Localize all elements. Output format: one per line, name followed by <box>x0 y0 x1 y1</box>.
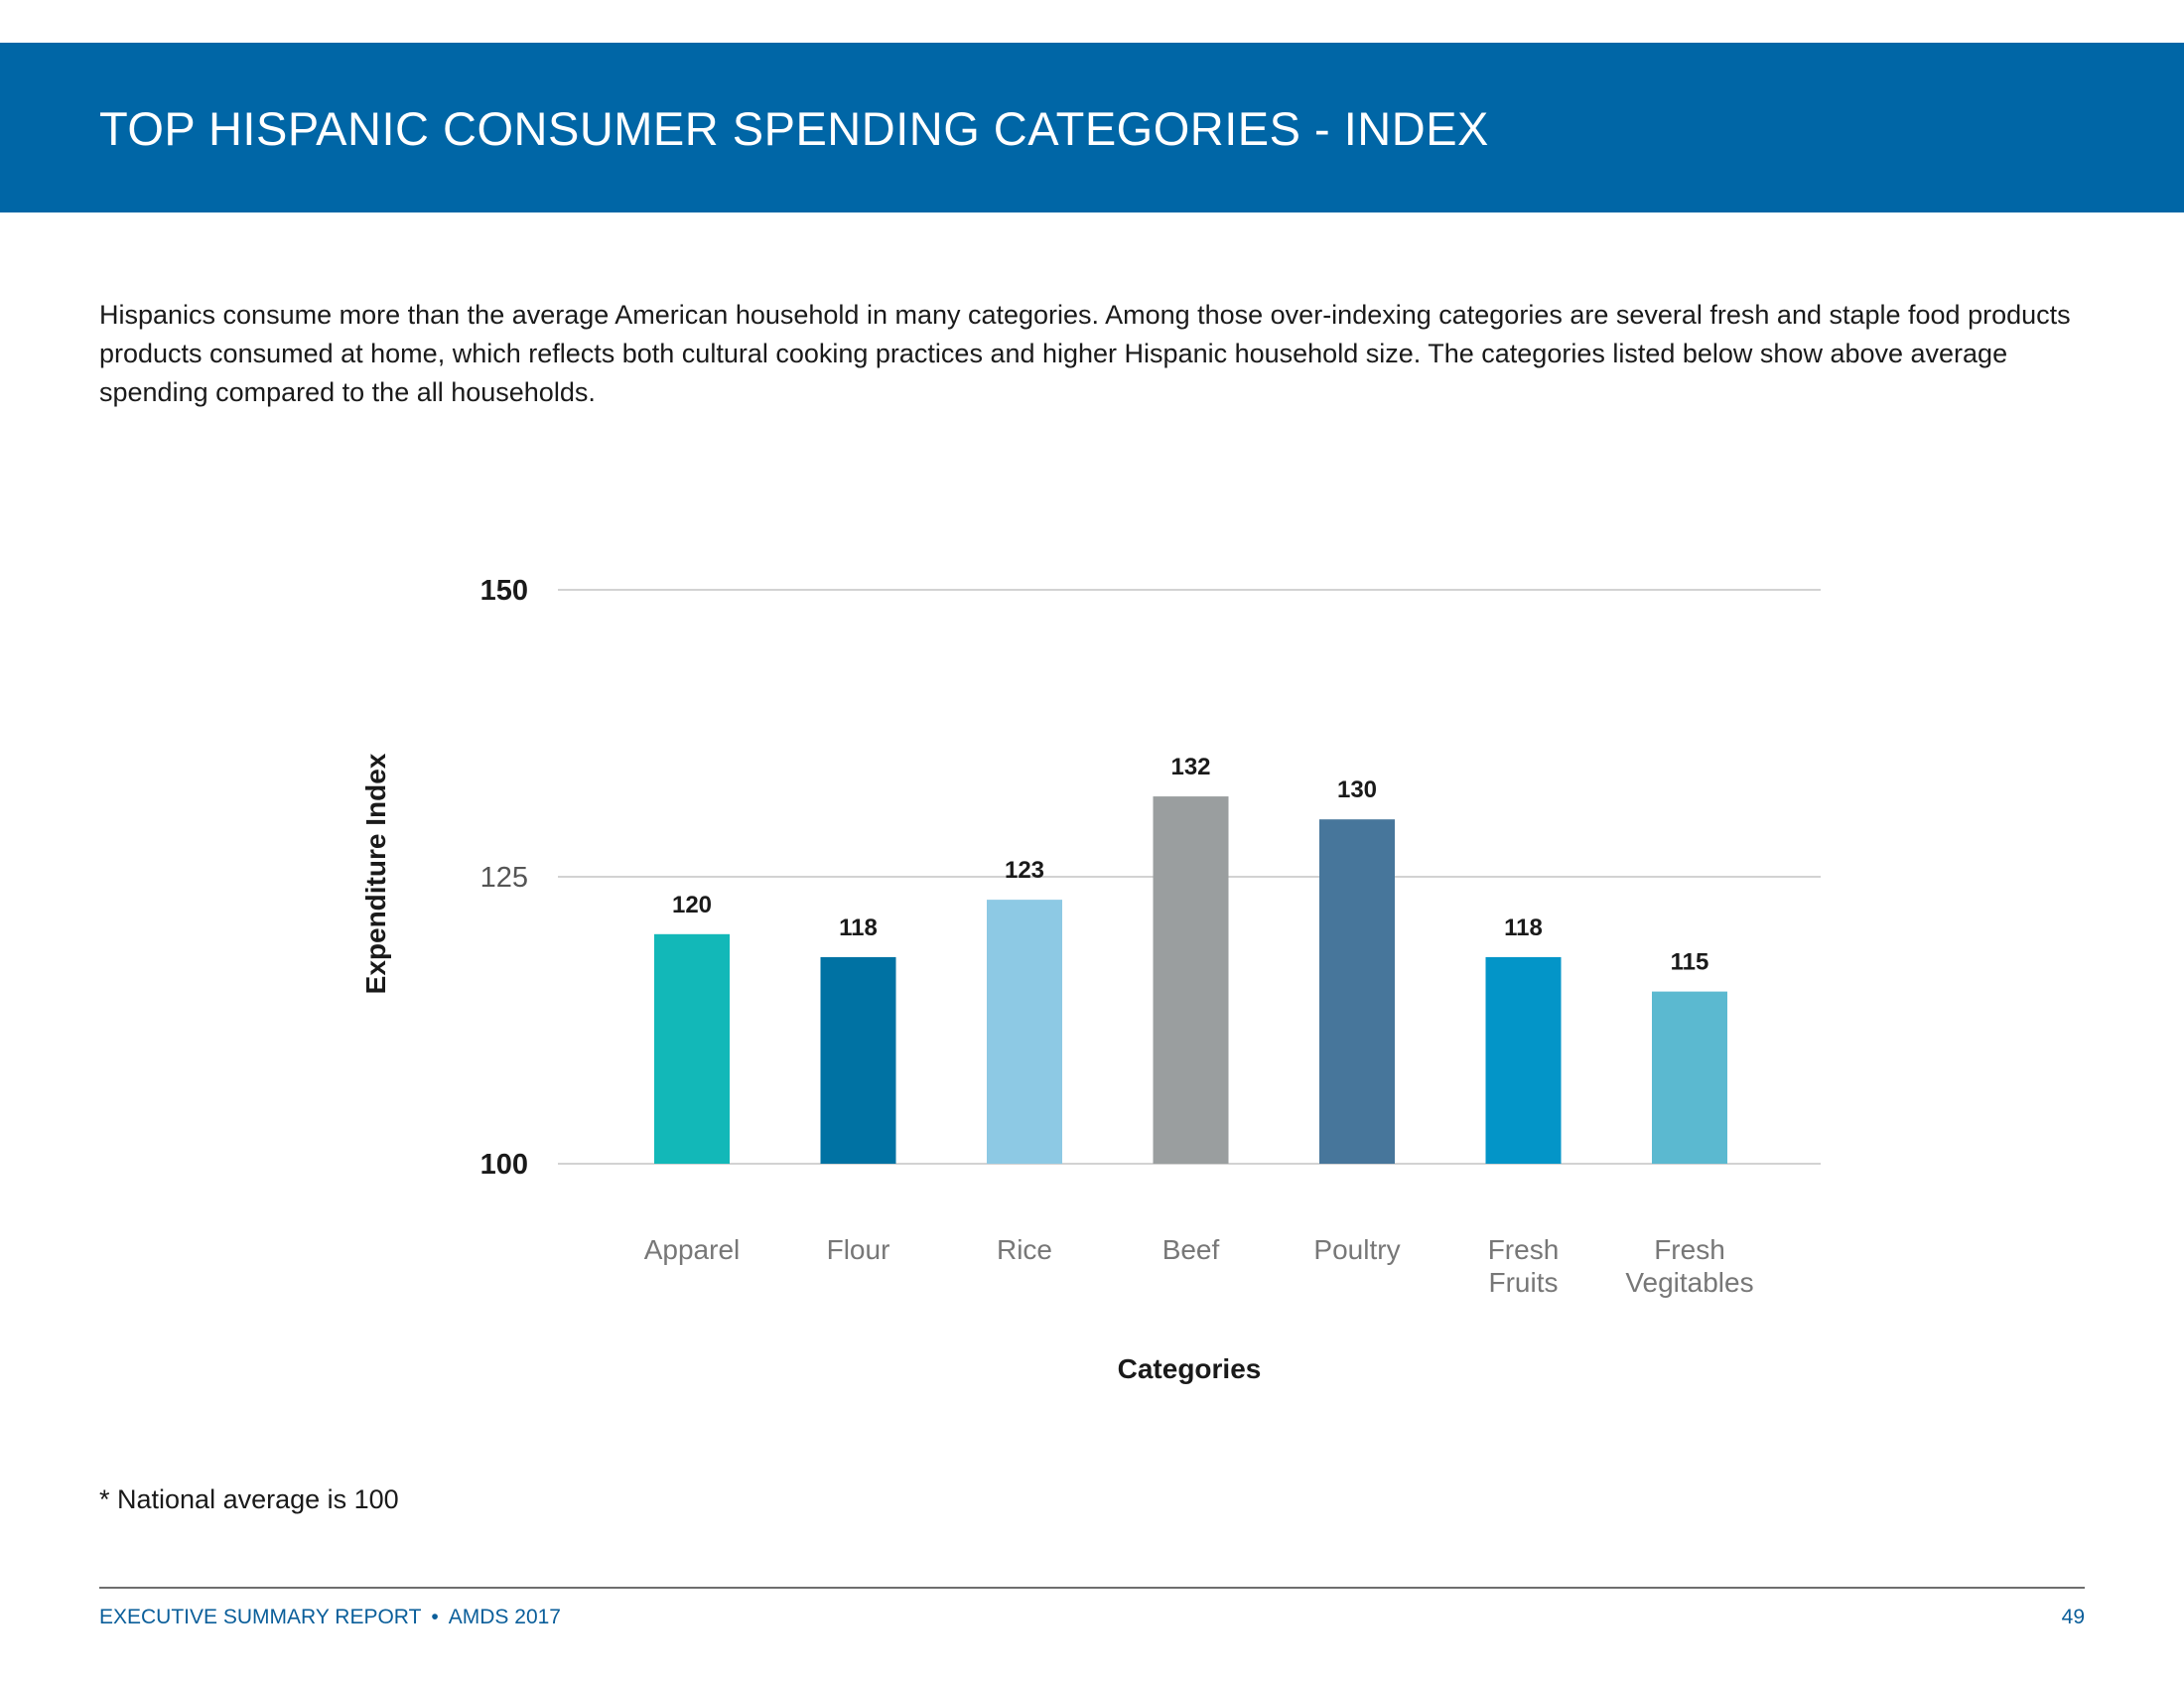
x-tick-label-line: Rice <box>997 1234 1052 1265</box>
footer-event: AMDS 2017 <box>448 1606 561 1628</box>
x-tick-label: Fresh Vegitables <box>1625 1234 1753 1298</box>
data-label: 115 <box>1671 949 1709 976</box>
x-tick-label-line: Fresh <box>1488 1234 1560 1265</box>
data-label: 123 <box>1005 857 1044 884</box>
bar-poultry <box>1319 819 1395 1164</box>
x-tick-label-line: Fresh <box>1654 1234 1725 1265</box>
bar-rice <box>987 900 1062 1164</box>
data-label: 132 <box>1170 754 1210 780</box>
bar-fresh-vegitables <box>1652 991 1727 1164</box>
bar-flour <box>820 956 896 1164</box>
header-band <box>0 43 2184 212</box>
x-tick-label: Rice <box>997 1234 1052 1265</box>
bar-beef <box>1153 796 1229 1164</box>
data-label: 118 <box>1504 914 1543 941</box>
page-number: 49 <box>2061 1606 2085 1628</box>
bar-apparel <box>654 933 730 1164</box>
y-axis-title: Expenditure Index <box>360 753 391 994</box>
page-title: TOP HISPANIC CONSUMER SPENDING CATEGORIE… <box>99 102 1489 155</box>
x-tick-label: Poultry <box>1313 1234 1400 1265</box>
y-tick-label: 125 <box>480 862 528 894</box>
x-tick-label: Fresh Fruits <box>1488 1234 1560 1298</box>
y-tick-label: 100 <box>480 1149 528 1181</box>
x-tick-label-line: Flour <box>827 1234 890 1265</box>
footer-separator: • <box>431 1606 439 1628</box>
x-tick-label: Apparel <box>644 1234 741 1265</box>
y-tick-label: 150 <box>480 575 528 607</box>
footer-report-title: EXECUTIVE SUMMARY REPORT <box>99 1606 422 1628</box>
data-label: 120 <box>672 892 712 918</box>
footer-divider <box>99 1587 2085 1589</box>
data-label: 130 <box>1337 776 1377 803</box>
footnote: * National average is 100 <box>99 1484 399 1514</box>
x-tick-label-line: Poultry <box>1313 1234 1400 1265</box>
x-tick-label-line: Fruits <box>1489 1267 1559 1298</box>
footer-report-label: EXECUTIVE SUMMARY REPORT • AMDS 2017 <box>99 1604 561 1631</box>
expenditure-index-bar-chart: 150 125 100 120 Apparel 118 Flour 123 Rice 132 Bee… <box>360 575 1821 1384</box>
bar-fresh-fruits <box>1485 956 1562 1164</box>
x-tick-label-line: Vegitables <box>1625 1267 1753 1298</box>
data-label: 118 <box>839 914 878 941</box>
x-tick-label: Flour <box>827 1234 890 1265</box>
x-tick-label: Beef <box>1162 1234 1220 1265</box>
intro-paragraph: Hispanics consume more than the average … <box>99 300 2071 407</box>
x-axis-title: Categories <box>1118 1353 1262 1384</box>
x-tick-label-line: Apparel <box>644 1234 741 1265</box>
x-tick-label-line: Beef <box>1162 1234 1220 1265</box>
